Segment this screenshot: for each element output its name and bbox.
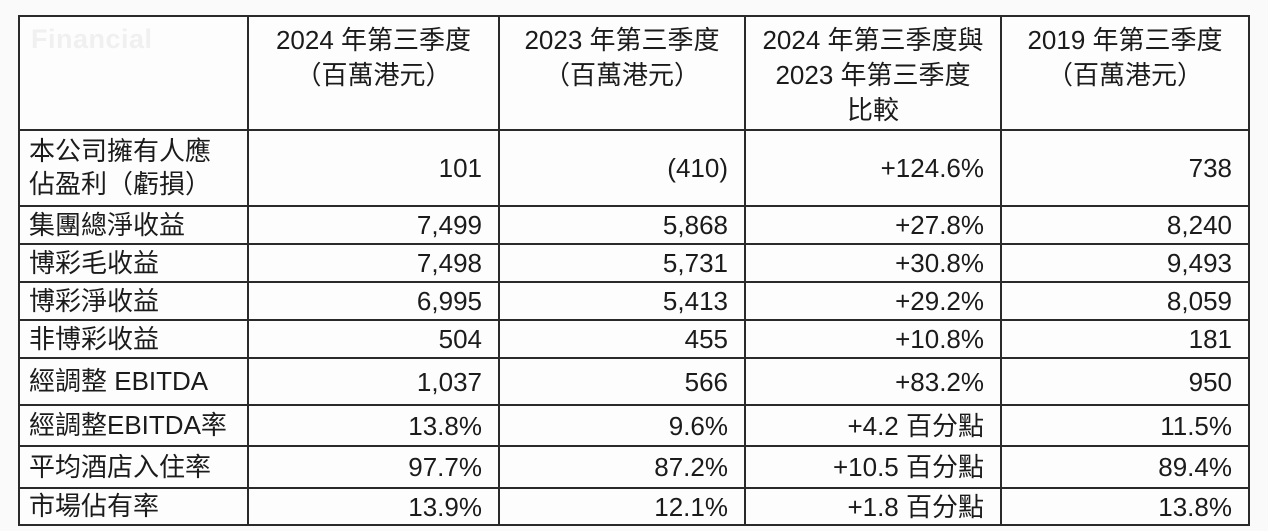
value-2024-q3: 6,995: [247, 281, 500, 321]
value-2019-q3: 13.8%: [1000, 487, 1250, 526]
value-change: +27.8%: [744, 205, 1002, 245]
value-2023-q3: 5,413: [498, 281, 746, 321]
value-change: +30.8%: [744, 243, 1002, 283]
header-cell-2023-q3: 2023 年第三季度 （百萬港元）: [498, 15, 746, 131]
value-2024-q3: 97.7%: [247, 445, 500, 489]
value-change: +124.6%: [744, 129, 1002, 207]
row-label: 市場佔有率: [18, 487, 249, 526]
table-row-profit-attributable: 本公司擁有人應佔盈利（虧損） 101 (410) +124.6% 738: [18, 129, 1250, 207]
value-2023-q3: 87.2%: [498, 445, 746, 489]
header-row: Financial 2024 年第三季度 （百萬港元） 2023 年第三季度 （…: [18, 15, 1250, 131]
value-change: +10.5 百分點: [744, 445, 1002, 489]
value-2023-q3: 5,868: [498, 205, 746, 245]
value-2023-q3: (410): [498, 129, 746, 207]
value-2024-q3: 7,498: [247, 243, 500, 283]
row-label: 博彩毛收益: [18, 243, 249, 283]
value-change: +10.8%: [744, 319, 1002, 359]
header-line: （百萬港元）: [295, 60, 452, 90]
value-2023-q3: 5,731: [498, 243, 746, 283]
header-cell-2024-q3: 2024 年第三季度 （百萬港元）: [247, 15, 500, 131]
value-2024-q3: 101: [247, 129, 500, 207]
row-label: 博彩淨收益: [18, 281, 249, 321]
value-2019-q3: 8,240: [1000, 205, 1250, 245]
value-2023-q3: 12.1%: [498, 487, 746, 526]
value-2024-q3: 7,499: [247, 205, 500, 245]
header-cell-2019-q3: 2019 年第三季度 （百萬港元）: [1000, 15, 1250, 131]
row-label: 非博彩收益: [18, 319, 249, 359]
header-line: 2019 年第三季度: [1027, 25, 1223, 55]
value-2019-q3: 950: [1000, 357, 1250, 406]
row-label: 本公司擁有人應佔盈利（虧損）: [18, 129, 249, 207]
row-label: 經調整EBITDA率: [18, 404, 249, 447]
row-label: 集團總淨收益: [18, 205, 249, 245]
row-label: 經調整 EBITDA: [18, 357, 249, 406]
value-change: +29.2%: [744, 281, 1002, 321]
header-line: 2023 年第三季度: [775, 60, 971, 90]
header-line: 2024 年第三季度與: [762, 25, 984, 55]
table-row-average-hotel-occupancy: 平均酒店入住率 97.7% 87.2% +10.5 百分點 89.4%: [18, 445, 1250, 489]
table-row-market-share: 市場佔有率 13.9% 12.1% +1.8 百分點 13.8%: [18, 487, 1250, 526]
value-2019-q3: 11.5%: [1000, 404, 1250, 447]
header-line: （百萬港元）: [1046, 60, 1203, 90]
financial-watermark-text: Financial: [31, 24, 153, 54]
table-row-gross-gaming-revenue: 博彩毛收益 7,498 5,731 +30.8% 9,493: [18, 243, 1250, 283]
value-change: +83.2%: [744, 357, 1002, 406]
value-2019-q3: 738: [1000, 129, 1250, 207]
header-line: 比較: [846, 95, 899, 125]
financial-results-table-wrap: Financial 2024 年第三季度 （百萬港元） 2023 年第三季度 （…: [18, 15, 1250, 526]
value-2024-q3: 13.9%: [247, 487, 500, 526]
table-row-adjusted-ebitda-margin: 經調整EBITDA率 13.8% 9.6% +4.2 百分點 11.5%: [18, 404, 1250, 447]
value-change: +4.2 百分點: [744, 404, 1002, 447]
financial-results-table: Financial 2024 年第三季度 （百萬港元） 2023 年第三季度 （…: [18, 15, 1250, 526]
value-2019-q3: 89.4%: [1000, 445, 1250, 489]
value-2024-q3: 1,037: [247, 357, 500, 406]
value-2023-q3: 455: [498, 319, 746, 359]
value-2024-q3: 504: [247, 319, 500, 359]
table-row-net-gaming-revenue: 博彩淨收益 6,995 5,413 +29.2% 8,059: [18, 281, 1250, 321]
value-2019-q3: 9,493: [1000, 243, 1250, 283]
table-row-non-gaming-revenue: 非博彩收益 504 455 +10.8% 181: [18, 319, 1250, 359]
value-2024-q3: 13.8%: [247, 404, 500, 447]
header-cell-comparison: 2024 年第三季度與 2023 年第三季度 比較: [744, 15, 1002, 131]
value-change: +1.8 百分點: [744, 487, 1002, 526]
table-row-total-net-revenue: 集團總淨收益 7,499 5,868 +27.8% 8,240: [18, 205, 1250, 245]
corner-cell: Financial: [18, 15, 249, 131]
value-2023-q3: 566: [498, 357, 746, 406]
value-2019-q3: 181: [1000, 319, 1250, 359]
value-2023-q3: 9.6%: [498, 404, 746, 447]
header-line: （百萬港元）: [543, 60, 700, 90]
header-line: 2023 年第三季度: [524, 25, 720, 55]
table-row-adjusted-ebitda: 經調整 EBITDA 1,037 566 +83.2% 950: [18, 357, 1250, 406]
header-line: 2024 年第三季度: [275, 25, 472, 55]
row-label: 平均酒店入住率: [18, 445, 249, 489]
value-2019-q3: 8,059: [1000, 281, 1250, 321]
